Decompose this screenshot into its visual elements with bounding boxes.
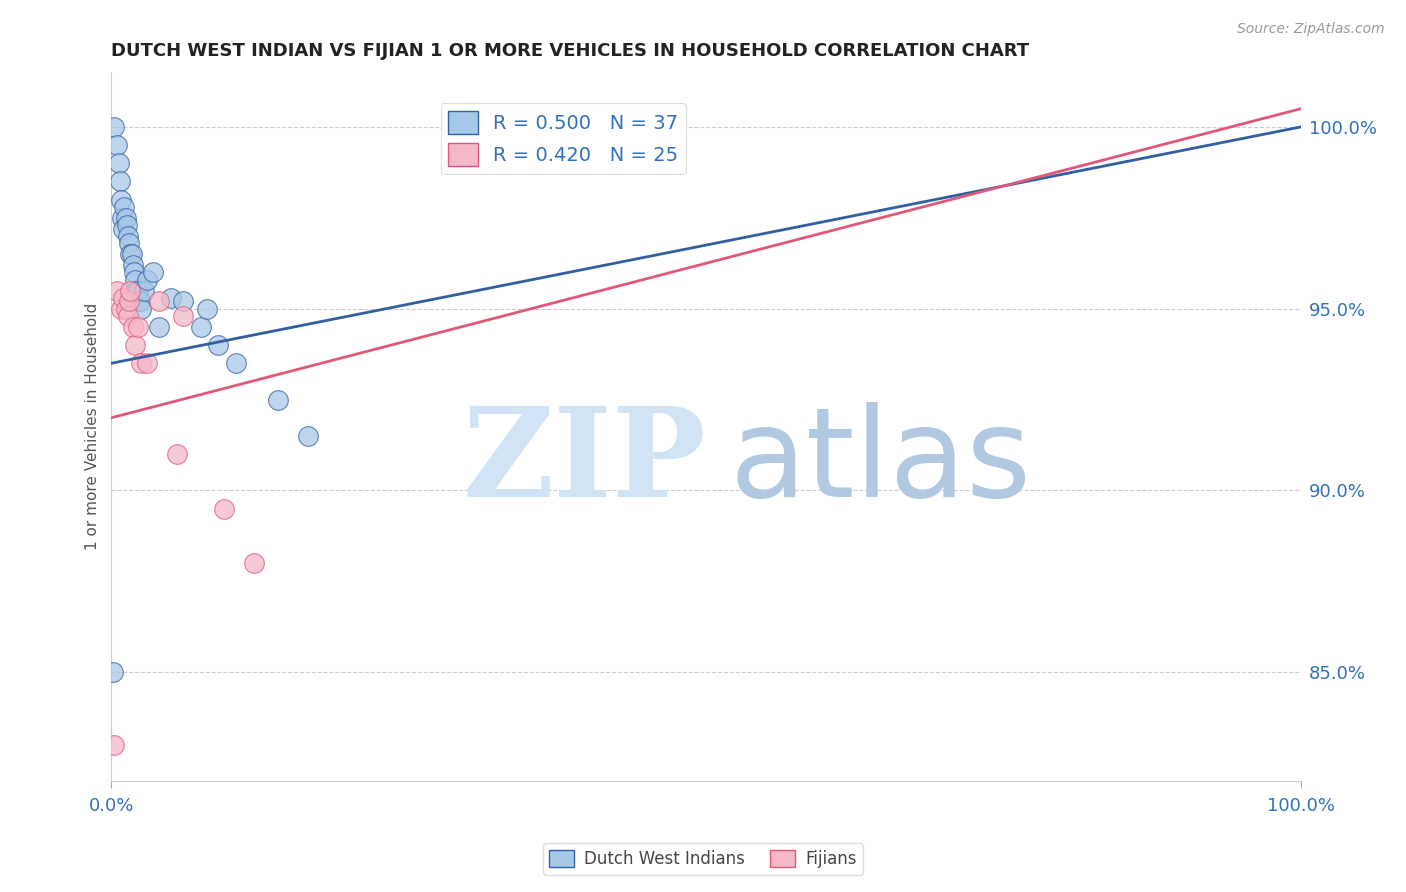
Point <box>125 284 148 298</box>
Point <box>118 236 141 251</box>
Point <box>108 174 131 188</box>
Point <box>195 301 218 316</box>
Point <box>117 229 139 244</box>
Point <box>118 294 141 309</box>
Point <box>142 265 165 279</box>
Point <box>129 301 152 316</box>
Point <box>121 258 143 272</box>
Point <box>160 291 183 305</box>
Point <box>110 193 132 207</box>
Point <box>136 272 159 286</box>
Point <box>120 284 142 298</box>
Point <box>148 294 170 309</box>
Point <box>124 338 146 352</box>
Text: DUTCH WEST INDIAN VS FIJIAN 1 OR MORE VEHICLES IN HOUSEHOLD CORRELATION CHART: DUTCH WEST INDIAN VS FIJIAN 1 OR MORE VE… <box>111 42 1029 60</box>
Point <box>117 309 139 323</box>
Point <box>105 284 128 298</box>
Text: Source: ZipAtlas.com: Source: ZipAtlas.com <box>1237 22 1385 37</box>
Point <box>105 138 128 153</box>
Point <box>172 294 194 309</box>
Point <box>111 211 134 225</box>
Point <box>214 501 236 516</box>
Point <box>132 284 155 298</box>
Point <box>127 284 149 298</box>
Point <box>121 247 143 261</box>
Point <box>207 338 229 352</box>
Point <box>124 272 146 286</box>
Point <box>122 265 145 279</box>
Point <box>114 211 136 225</box>
Point <box>297 429 319 443</box>
Point <box>120 247 142 261</box>
Point <box>129 356 152 370</box>
Point <box>148 319 170 334</box>
Point <box>107 156 129 170</box>
Y-axis label: 1 or more Vehicles in Household: 1 or more Vehicles in Household <box>86 303 100 550</box>
Point <box>172 309 194 323</box>
Legend: R = 0.500   N = 37, R = 0.420   N = 25: R = 0.500 N = 37, R = 0.420 N = 25 <box>440 103 686 174</box>
Point <box>103 665 125 680</box>
Point <box>115 218 138 232</box>
Point <box>114 301 136 316</box>
Point <box>136 356 159 370</box>
Point <box>103 120 125 134</box>
Point <box>112 291 135 305</box>
Text: atlas: atlas <box>730 401 1032 523</box>
Legend: Dutch West Indians, Fijians: Dutch West Indians, Fijians <box>543 843 863 875</box>
Text: ZIP: ZIP <box>463 401 706 523</box>
Point <box>112 221 135 235</box>
Point <box>110 301 132 316</box>
Point <box>121 319 143 334</box>
Point <box>267 392 290 407</box>
Point <box>243 556 266 570</box>
Point <box>225 356 247 370</box>
Point <box>103 738 125 752</box>
Point <box>190 319 212 334</box>
Point <box>129 294 152 309</box>
Point <box>114 200 136 214</box>
Point <box>166 447 188 461</box>
Point <box>127 319 149 334</box>
